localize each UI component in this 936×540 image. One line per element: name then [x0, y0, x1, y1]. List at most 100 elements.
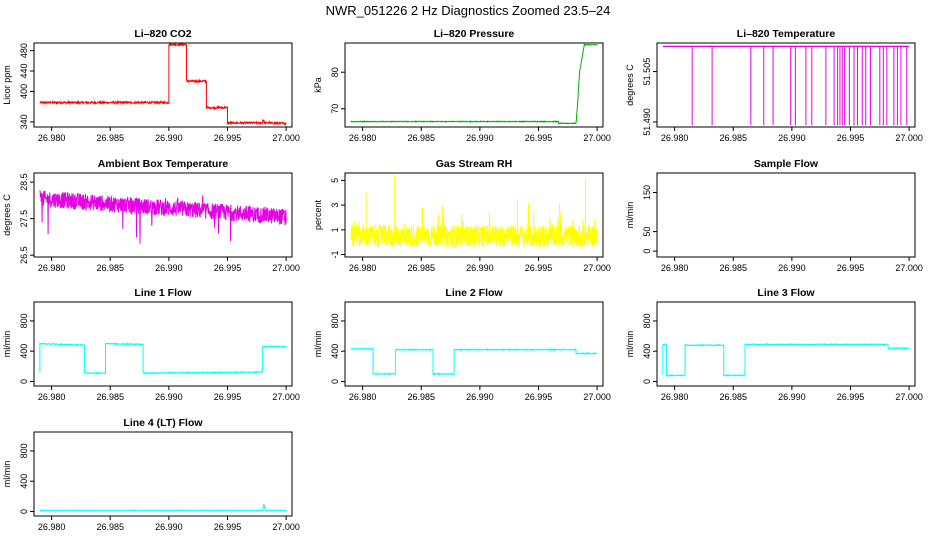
- chart-panel-li-820-pressure: Li–820 Pressure 26.980 26.985 26.990 26.995 2…: [313, 28, 611, 143]
- series-path: [350, 203, 598, 248]
- x-tick-label: 26.995: [837, 392, 865, 402]
- x-tick-label: 26.985: [407, 392, 435, 402]
- y-tick-label: 0: [330, 379, 340, 384]
- y-axis-label: Licor ppm: [2, 65, 12, 105]
- plot-frame: [33, 172, 293, 258]
- series-path: [350, 43, 598, 125]
- x-tick-label: 27.000: [895, 263, 923, 273]
- x-tick-label: 27.000: [272, 133, 300, 143]
- chart-panel-line-4-lt-flow: Line 4 (LT) Flow 26.980 26.985 26.990 26.995…: [2, 417, 300, 532]
- x-tick-label: 27.000: [272, 392, 300, 402]
- y-tick-label: 28.5: [19, 173, 29, 191]
- y-axis-label: ml/min: [313, 331, 323, 358]
- series-path: [39, 41, 287, 126]
- y-tick-label: 800: [19, 443, 29, 458]
- x-tick-label: 26.980: [349, 133, 377, 143]
- x-tick-label: 26.980: [38, 263, 66, 273]
- x-tick-label: 26.980: [661, 392, 689, 402]
- x-tick-label: 27.000: [895, 133, 923, 143]
- y-tick-label: 0: [642, 249, 652, 254]
- series-line: [350, 174, 598, 248]
- y-tick-label: 5: [330, 178, 340, 183]
- panel-title: Gas Stream RH: [436, 158, 512, 170]
- y-axis-label: degrees C: [2, 194, 12, 236]
- y-tick-label: 0: [642, 379, 652, 384]
- y-tick-label: 400: [19, 344, 29, 359]
- y-tick-label: 51.490: [642, 108, 652, 136]
- panel-title: Line 3 Flow: [757, 287, 815, 299]
- x-tick-label: 27.000: [895, 392, 923, 402]
- x-tick-label: 26.985: [407, 133, 435, 143]
- x-tick-label: 26.985: [407, 263, 435, 273]
- x-tick-label: 26.985: [96, 263, 124, 273]
- x-tick-label: 26.980: [661, 133, 689, 143]
- y-tick-label: 150: [642, 185, 652, 200]
- x-tick-label: 26.980: [38, 392, 66, 402]
- y-axis-label: ml/min: [2, 461, 12, 488]
- y-axis-label: ml/min: [2, 331, 12, 358]
- series-path: [39, 190, 287, 244]
- y-tick-label: 3: [330, 203, 340, 208]
- x-tick-label: 26.990: [466, 263, 494, 273]
- y-axis-label: percent: [313, 199, 323, 230]
- x-tick-label: 26.995: [525, 133, 553, 143]
- x-tick-label: 26.995: [525, 392, 553, 402]
- plot-frame: [33, 301, 293, 387]
- x-tick-label: 26.995: [837, 263, 865, 273]
- x-tick-label: 26.995: [214, 522, 242, 532]
- y-axis-label: degrees C: [625, 64, 635, 106]
- y-tick-label: 1: [330, 227, 340, 232]
- x-tick-label: 27.000: [272, 522, 300, 532]
- x-tick-label: 27.000: [272, 263, 300, 273]
- plot-frame: [33, 42, 293, 128]
- y-tick-label: 800: [330, 313, 340, 328]
- y-tick-label: 800: [642, 313, 652, 328]
- plot-frame: [33, 431, 293, 517]
- y-tick-label: 480: [19, 43, 29, 58]
- x-tick-label: 26.985: [96, 522, 124, 532]
- series-line: [350, 43, 598, 125]
- x-tick-label: 26.990: [155, 133, 183, 143]
- y-tick-label: 400: [19, 84, 29, 99]
- chart-panel-sample-flow: Sample Flow 26.980 26.985 26.990 26.995 27.00…: [625, 158, 923, 273]
- x-tick-label: 26.995: [214, 263, 242, 273]
- plot-frame: [344, 42, 604, 128]
- x-tick-label: 26.990: [778, 133, 806, 143]
- y-tick-label: 0: [19, 379, 29, 384]
- x-tick-label: 26.980: [661, 263, 689, 273]
- plot-frame: [656, 42, 916, 128]
- plot-frame: [656, 172, 916, 258]
- chart-panel-ambient-box-temperature: Ambient Box Temperature 26.980 26.985 26.99…: [2, 158, 300, 273]
- panel-title: Line 1 Flow: [134, 287, 192, 299]
- x-tick-label: 27.000: [583, 133, 611, 143]
- x-tick-label: 26.995: [214, 392, 242, 402]
- x-tick-label: 26.985: [719, 263, 747, 273]
- y-tick-label: 800: [19, 313, 29, 328]
- y-tick-label: 0: [19, 509, 29, 514]
- x-tick-label: 26.995: [837, 133, 865, 143]
- x-tick-label: 26.980: [349, 263, 377, 273]
- panel-title: Li–820 Temperature: [737, 28, 836, 40]
- chart-panel-line-3-flow: Line 3 Flow 26.980 26.985 26.990 26.995 27.00…: [625, 287, 923, 402]
- chart-panel-li-820-co2: Li–820 CO2 26.980 26.985 26.990 26.995 27.000…: [2, 28, 300, 143]
- x-tick-label: 26.985: [719, 392, 747, 402]
- y-tick-label: 340: [19, 114, 29, 129]
- y-axis-label: kPa: [313, 77, 323, 93]
- x-tick-label: 26.990: [155, 392, 183, 402]
- series-line: [39, 41, 287, 126]
- series-line: [662, 45, 910, 126]
- y-axis-label: ml/min: [625, 202, 635, 229]
- chart-panel-li-820-temperature: Li–820 Temperature 26.980 26.985 26.990 26.9…: [625, 28, 923, 143]
- y-tick-label: 70: [330, 104, 340, 114]
- x-tick-label: 26.980: [349, 392, 377, 402]
- panel-title: Ambient Box Temperature: [98, 158, 229, 170]
- y-tick-label: 26.5: [19, 246, 29, 264]
- x-tick-label: 26.990: [778, 392, 806, 402]
- x-tick-label: 26.995: [214, 133, 242, 143]
- x-tick-label: 26.995: [525, 263, 553, 273]
- series-line: [39, 190, 287, 244]
- series-path: [39, 341, 287, 375]
- x-tick-label: 26.990: [466, 133, 494, 143]
- x-tick-label: 27.000: [583, 263, 611, 273]
